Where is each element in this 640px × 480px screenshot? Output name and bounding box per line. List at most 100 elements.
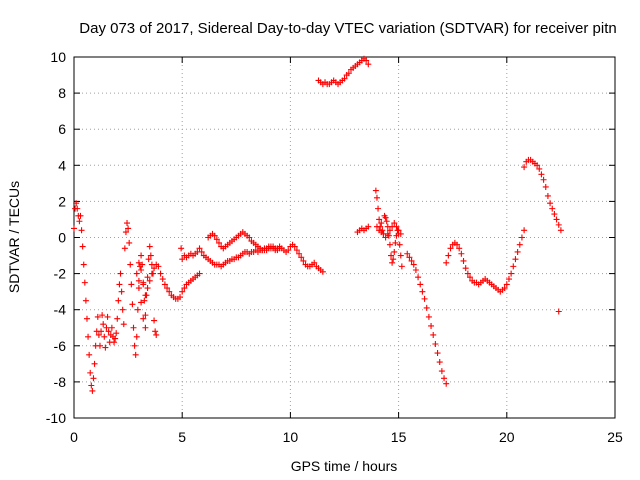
data-point [91, 360, 98, 367]
data-point [138, 299, 145, 306]
data-point [151, 317, 158, 324]
data-point [133, 270, 140, 277]
data-point [95, 331, 102, 338]
data-point [100, 321, 107, 328]
data-point [376, 216, 383, 223]
y-tick-label: 4 [58, 157, 66, 173]
series-seg-11 [443, 227, 528, 295]
data-point [445, 252, 452, 259]
data-point [78, 227, 85, 234]
x-tick-label: 20 [499, 429, 515, 445]
series-seg-12 [521, 156, 564, 234]
data-point [365, 61, 372, 68]
data-point [512, 256, 519, 263]
data-point [436, 359, 443, 366]
data-point [246, 234, 253, 241]
y-tick-label: -4 [54, 302, 67, 318]
data-point [398, 263, 405, 270]
data-point [390, 256, 397, 263]
data-point [428, 322, 435, 329]
data-point [121, 245, 128, 252]
data-point [157, 270, 164, 277]
data-point [319, 268, 326, 275]
data-point [298, 254, 305, 261]
data-point [421, 295, 428, 302]
data-point [345, 70, 352, 77]
data-point [296, 250, 303, 257]
data-point [151, 265, 158, 272]
series-seg-7 [354, 223, 372, 236]
data-point [148, 270, 155, 277]
data-point [89, 387, 96, 394]
series-seg-6 [315, 55, 372, 88]
data-point [196, 270, 203, 277]
data-point [144, 274, 151, 281]
data-point [553, 216, 560, 223]
data-point [87, 369, 94, 376]
data-point [85, 333, 92, 340]
y-axis-label: SDTVAR / TECUs [6, 181, 22, 293]
data-point [99, 312, 106, 319]
data-point [103, 324, 110, 331]
data-point [383, 218, 390, 225]
data-point [113, 330, 120, 337]
data-point [140, 281, 147, 288]
data-point [508, 270, 515, 277]
data-point [454, 241, 461, 248]
x-axis-label: GPS time / hours [291, 458, 398, 474]
data-point [441, 375, 448, 382]
grid [74, 57, 615, 418]
data-point [161, 281, 168, 288]
data-point [98, 328, 105, 335]
data-point [551, 211, 558, 218]
data-point [467, 274, 474, 281]
data-point [159, 276, 166, 283]
data-point [293, 247, 300, 254]
data-point [419, 288, 426, 295]
data-point [125, 225, 132, 232]
y-tick-labels: -10 -8 -6 -4 -2 0 2 4 6 8 10 [46, 49, 66, 426]
data-point [408, 257, 415, 264]
y-tick-label: 10 [50, 49, 66, 65]
data-point [311, 259, 318, 266]
data-point [393, 223, 400, 230]
x-tick-label: 0 [70, 429, 78, 445]
data-point [412, 266, 419, 273]
data-point [130, 324, 137, 331]
data-point [90, 375, 97, 382]
data-point [443, 259, 450, 266]
data-point [86, 351, 93, 358]
y-tick-label: -2 [54, 266, 67, 282]
data-point [547, 200, 554, 207]
data-point [462, 265, 469, 272]
data-point [391, 220, 398, 227]
data-point [291, 243, 298, 250]
data-point [74, 205, 81, 212]
data-point [77, 212, 84, 219]
data-point [456, 245, 463, 252]
data-point [105, 328, 112, 335]
data-point [135, 285, 142, 292]
y-tick-label: -6 [54, 338, 67, 354]
y-tick-label: 0 [58, 230, 66, 246]
data-point [389, 259, 396, 266]
data-point [124, 220, 131, 227]
data-point [131, 342, 138, 349]
data-point [211, 232, 218, 239]
data-point [341, 75, 348, 82]
data-point [464, 270, 471, 277]
y-tick-label: 2 [58, 193, 66, 209]
data-point [146, 243, 153, 250]
data-point [438, 368, 445, 375]
data-point [82, 297, 89, 304]
data-point [142, 312, 149, 319]
data-point [166, 288, 173, 295]
data-point [397, 230, 404, 237]
data-point [196, 245, 203, 252]
data-point [382, 234, 389, 241]
data-point [146, 277, 153, 284]
series-seg-5 [205, 229, 283, 254]
data-point [501, 285, 508, 292]
data-point [198, 248, 205, 255]
